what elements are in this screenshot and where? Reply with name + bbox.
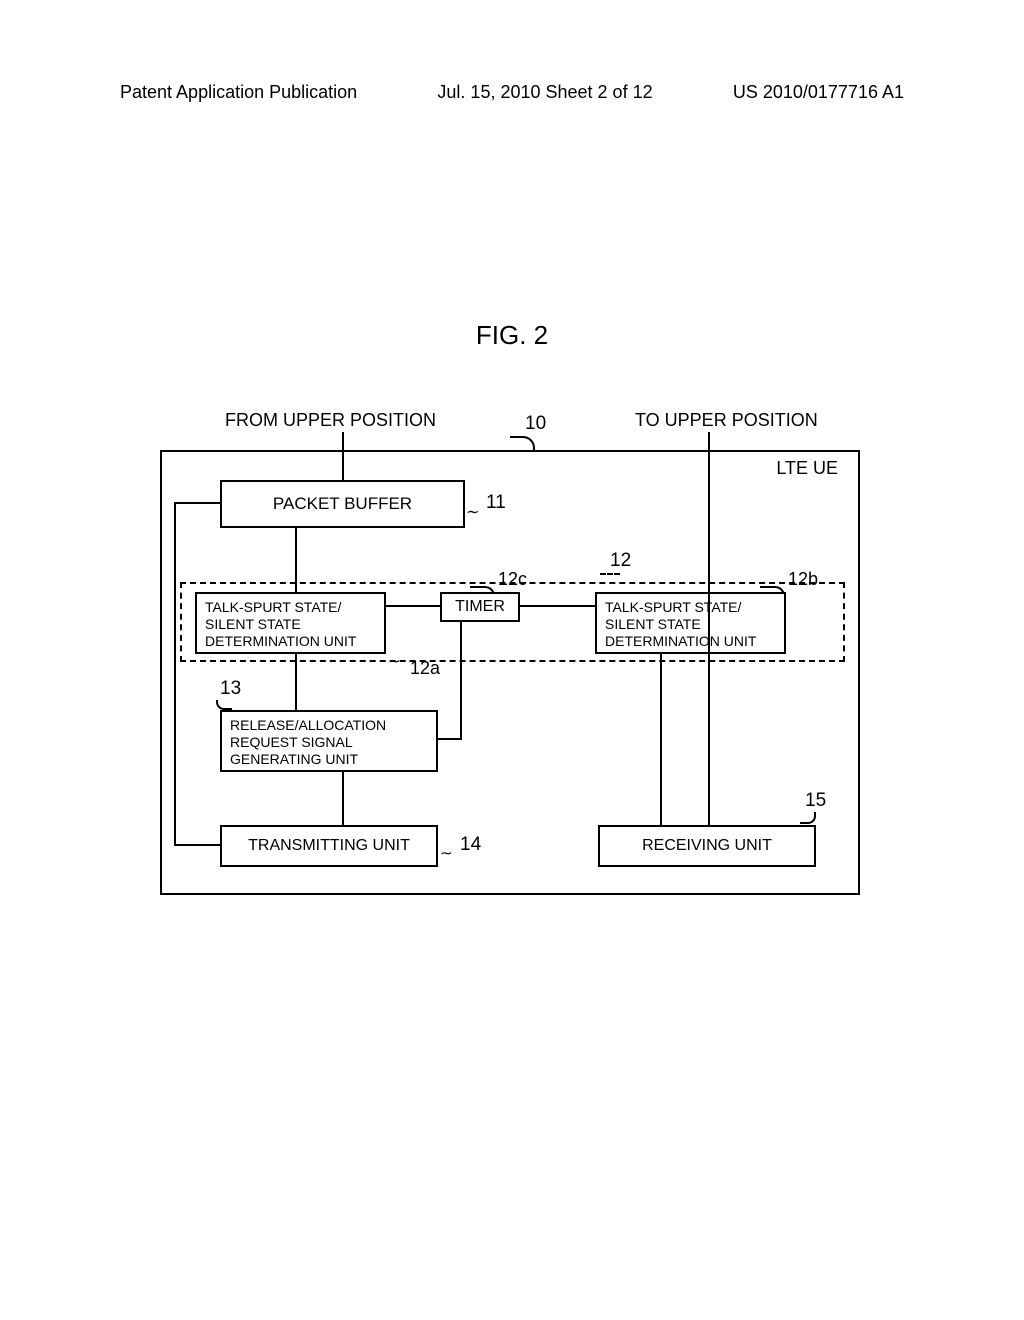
page-header: Patent Application Publication Jul. 15, …	[0, 82, 1024, 103]
release-allocation-request-block: RELEASE/ALLOCATIONREQUEST SIGNALGENERATI…	[220, 710, 438, 772]
lte-ue-label: LTE UE	[776, 458, 838, 479]
reference-numeral-15: 15	[805, 790, 826, 812]
reference-numeral-13: 13	[220, 678, 241, 700]
lead-line-12a: ∼	[388, 652, 401, 670]
reference-numeral-14: 14	[460, 834, 481, 856]
reference-numeral-11: 11	[486, 492, 506, 514]
header-center: Jul. 15, 2010 Sheet 2 of 12	[437, 82, 652, 103]
reference-numeral-10: 10	[525, 413, 546, 435]
receiving-unit-block: RECEIVING UNIT	[598, 825, 816, 867]
connector-timer-to-talk-spurt-b	[520, 605, 595, 607]
lead-line-10	[510, 436, 535, 451]
lead-line-14: ∼	[440, 844, 453, 862]
connector-timer-to-release-v	[460, 622, 462, 740]
connector-talk-spurt-b-to-receiving	[660, 654, 662, 825]
connector-pb-to-left-rail	[174, 502, 220, 504]
timer-block: TIMER	[440, 592, 520, 622]
connector-talk-spurt-a-to-release	[295, 654, 297, 710]
talk-spurt-determination-unit-a: TALK-SPURT STATE/SILENT STATEDETERMINATI…	[195, 592, 386, 654]
header-right: US 2010/0177716 A1	[733, 82, 904, 103]
reference-numeral-12a: 12a	[410, 658, 440, 679]
label-from-upper-position: FROM UPPER POSITION	[225, 410, 436, 431]
header-left: Patent Application Publication	[120, 82, 357, 103]
reference-numeral-12b: 12b	[788, 569, 818, 590]
lead-line-12	[600, 573, 620, 575]
connector-left-rail	[174, 502, 176, 845]
connector-receiving-to-upper	[708, 450, 710, 825]
packet-buffer-block: PACKET BUFFER	[220, 480, 465, 528]
talk-spurt-determination-unit-b: TALK-SPURT STATE/SILENT STATEDETERMINATI…	[595, 592, 786, 654]
connector-release-to-transmitting	[342, 772, 344, 825]
connector-left-rail-to-tx	[174, 844, 220, 846]
connector-timer-to-release-h	[438, 738, 460, 740]
label-to-upper-position: TO UPPER POSITION	[635, 410, 818, 431]
connector-to-upper-out	[708, 432, 710, 452]
connector-from-upper-to-packet-buffer	[342, 432, 344, 480]
transmitting-unit-block: TRANSMITTING UNIT	[220, 825, 438, 867]
lead-line-13	[216, 700, 232, 710]
reference-numeral-12c: 12c	[498, 569, 527, 590]
connector-talk-spurt-a-to-timer	[386, 605, 440, 607]
diagram-container: FROM UPPER POSITION TO UPPER POSITION 10…	[160, 410, 860, 900]
figure-title: FIG. 2	[476, 320, 548, 351]
reference-numeral-12: 12	[610, 550, 631, 572]
lead-line-11: ∼	[466, 502, 479, 522]
